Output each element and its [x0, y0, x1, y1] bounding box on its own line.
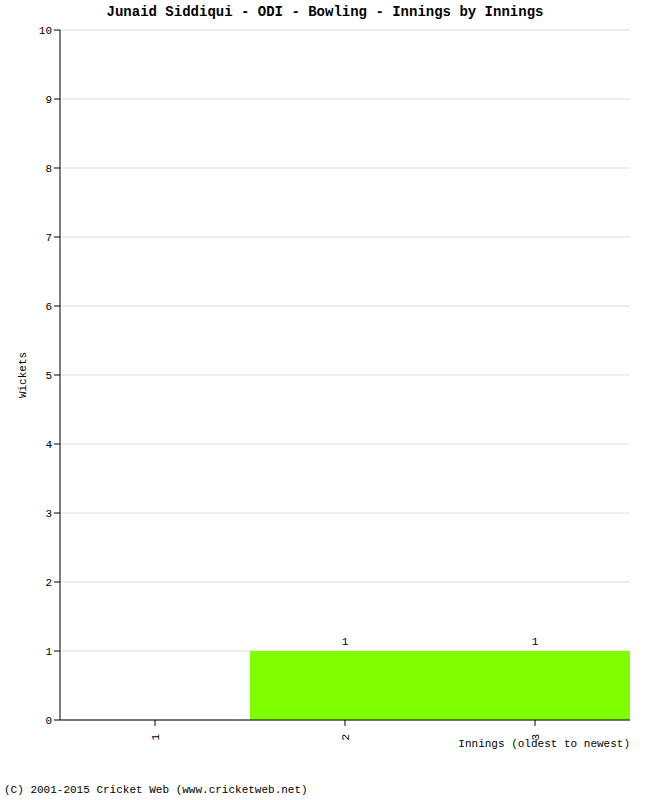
svg-text:1: 1 — [150, 734, 162, 741]
svg-text:0: 0 — [45, 715, 52, 727]
svg-text:1: 1 — [342, 636, 349, 648]
svg-text:4: 4 — [45, 439, 52, 451]
svg-text:10: 10 — [39, 25, 52, 37]
svg-text:8: 8 — [45, 163, 52, 175]
svg-text:1: 1 — [532, 636, 539, 648]
svg-text:2: 2 — [45, 577, 52, 589]
svg-text:5: 5 — [45, 370, 52, 382]
svg-text:9: 9 — [45, 94, 52, 106]
svg-text:Wickets: Wickets — [17, 352, 29, 398]
svg-text:7: 7 — [45, 232, 52, 244]
svg-text:3: 3 — [45, 508, 52, 520]
svg-text:6: 6 — [45, 301, 52, 313]
svg-text:2: 2 — [340, 734, 352, 741]
svg-text:1: 1 — [45, 646, 52, 658]
